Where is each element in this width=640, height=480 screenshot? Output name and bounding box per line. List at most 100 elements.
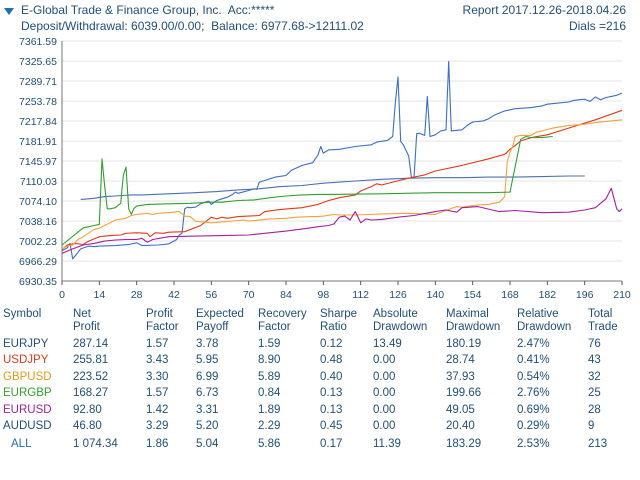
table-cell: 255.81 [73,354,109,367]
x-tick-label: 14 [93,289,105,301]
total-cell: 5.04 [196,438,219,450]
column-header: Drawdown [517,321,572,333]
table-cell: 37.93 [446,370,475,383]
row-symbol-eurusd: EURUSD [3,403,52,416]
series-line-total [61,60,623,260]
table-cell: 1.57 [146,387,169,400]
column-header: Relative [517,308,559,320]
x-tick-label: 28 [131,289,143,301]
table-cell: 6.99 [196,370,219,383]
table-cell: 0.45 [320,420,343,432]
table-cell: 1.57 [146,338,169,350]
total-cell: 183.29 [446,438,482,450]
table-cell: 0.40 [320,370,343,383]
y-tick-label: 6966.29 [19,256,57,268]
column-header: Total [588,308,613,320]
table-cell: 0.13 [320,403,343,416]
table-cell: 180.19 [446,338,482,350]
column-header: Net [73,308,91,320]
column-header: Profit [146,308,173,320]
x-tick-label: 196 [576,289,594,301]
x-tick-label: 56 [205,289,217,301]
column-header: Recovery [258,308,307,320]
x-tick-label: 0 [59,289,65,301]
table-cell: 0.54% [517,370,550,383]
table-cell: 0.00 [373,354,396,367]
total-cell: 2.53% [517,438,550,450]
column-header: Expected [196,308,244,320]
table-cell: 2.76% [517,387,550,400]
series-line-usdjpy [61,109,623,250]
y-tick-label: 7181.91 [19,136,57,148]
y-tick-label: 7002.23 [19,236,57,248]
column-header: Maximal [446,308,489,320]
row-symbol-eurjpy: EURJPY [3,338,49,350]
x-tick-label: 154 [464,289,482,301]
column-header: Sharpe [320,308,358,320]
deposit-balance: Deposit/Withdrawal: 6039.00/0.00; Balanc… [21,19,364,33]
y-tick-label: 7145.97 [19,156,57,168]
y-tick-label: 7253.78 [19,96,57,108]
total-cell: 0.17 [320,438,343,450]
y-tick-label: 7217.84 [19,116,57,128]
table-cell: 0.00 [373,403,396,416]
column-header: Absolute [373,308,418,320]
x-tick-label: 98 [317,289,329,301]
table-cell: 3.29 [146,420,169,432]
company-name: E-Global Trade & Finance Group, Inc. Acc… [21,3,274,17]
x-tick-label: 112 [352,289,369,301]
row-symbol-eurgbp: EURGBP [3,387,52,400]
table-cell: 6.73 [196,387,219,400]
table-cell: 9 [588,420,595,432]
deals-count: Dials =216 [568,19,626,33]
x-tick-label: 70 [243,289,255,301]
account-text: Acc:***** [227,3,275,17]
total-cell: 213 [588,438,608,450]
row-symbol-all: ALL [11,438,32,450]
company-text: E-Global Trade & Finance Group, Inc. [21,3,222,17]
x-tick-label: 210 [613,289,631,301]
x-tick-label: 182 [539,289,557,301]
table-cell: 28.74 [446,354,475,367]
table-cell: 0.00 [373,387,396,400]
table-cell: 0.41% [517,354,550,367]
table-cell: 49.05 [446,403,475,416]
table-cell: 2.47% [517,338,550,350]
y-tick-label: 7289.71 [19,76,57,88]
y-tick-label: 6930.35 [19,276,57,288]
x-tick-label: 168 [501,289,519,301]
triangle-down-icon [4,8,14,15]
x-tick-label: 126 [389,289,407,301]
y-tick-label: 7325.65 [19,56,57,68]
table-cell: 25 [588,387,601,400]
series-line-eurjpy [80,175,585,200]
series-line-gbpusd [61,119,623,250]
total-cell: 1 074.34 [73,438,118,450]
table-cell: 8.90 [258,354,281,367]
column-header: Drawdown [373,321,428,333]
table-cell: 1.42 [146,403,169,416]
table-cell: 3.31 [196,403,219,416]
table-cell: 92.80 [73,403,102,416]
table-cell: 5.95 [196,354,219,367]
deposit-text: Deposit/Withdrawal: 6039.00/0.00; [21,19,205,33]
x-tick-label: 140 [427,289,445,301]
table-cell: 0.00 [373,370,396,383]
column-header: Trade [588,321,618,333]
report-period: Report 2017.12.26-2018.04.26 [462,3,626,17]
series-line-eurusd [61,187,623,254]
column-header: Profit [73,321,100,333]
table-cell: 0.12 [320,338,343,350]
row-symbol-usdjpy: USDJPY [3,354,49,367]
y-tick-label: 7110.03 [20,176,57,188]
column-header: Payoff [196,321,229,333]
y-tick-label: 7361.59 [19,36,57,48]
table-cell: 199.66 [446,387,482,400]
equity-chart: 7361.59 7325.65 7289.71 7253.78 7217.84 7181.… [19,36,631,301]
table-cell: 287.14 [73,338,109,350]
table-cell: 3.43 [146,354,169,367]
table-cell: 0.13 [320,387,343,400]
balance-text: Balance: 6977.68->12111.02 [211,19,364,33]
table-cell: 20.40 [446,420,475,432]
column-header: Factor [146,321,179,333]
